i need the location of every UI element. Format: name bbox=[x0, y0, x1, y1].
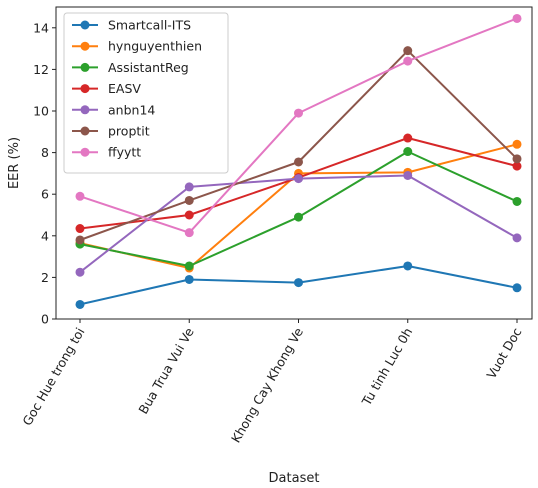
data-point bbox=[294, 157, 303, 167]
data-point bbox=[512, 196, 522, 206]
y-tick-label: 6 bbox=[41, 187, 49, 202]
x-tick-label: Khong Cay Khong Ve bbox=[228, 325, 306, 446]
y-tick-label: 0 bbox=[41, 312, 49, 327]
data-point bbox=[184, 195, 194, 205]
legend-marker bbox=[80, 41, 90, 51]
legend-entry: hynguyenthien bbox=[108, 39, 202, 54]
data-point bbox=[294, 108, 303, 118]
x-tick-label: Goc Hue trong toi bbox=[19, 325, 87, 428]
data-point bbox=[512, 13, 522, 23]
data-point bbox=[294, 278, 303, 288]
data-point bbox=[75, 191, 85, 201]
y-tick-label: 2 bbox=[41, 270, 49, 285]
data-point bbox=[184, 274, 194, 284]
data-point bbox=[184, 182, 194, 192]
data-point bbox=[75, 235, 85, 245]
legend-entry: Smartcall-ITS bbox=[108, 18, 191, 33]
data-point bbox=[512, 139, 522, 149]
legend-entry: EASV bbox=[108, 81, 141, 96]
legend-entry: ffyytt bbox=[108, 145, 141, 160]
data-point bbox=[403, 147, 413, 157]
data-point bbox=[512, 161, 522, 171]
data-point bbox=[184, 261, 194, 271]
legend-entry: AssistantReg bbox=[108, 60, 189, 75]
data-point bbox=[403, 133, 413, 143]
series-layer bbox=[75, 13, 522, 309]
data-point bbox=[75, 267, 85, 277]
data-point bbox=[75, 224, 85, 234]
legend: Smartcall-ITS hynguyenthien AssistantReg EA… bbox=[63, 12, 229, 174]
data-point bbox=[403, 170, 413, 180]
x-tick-label: Tu tinh Luc 0h bbox=[358, 325, 415, 409]
data-point bbox=[294, 174, 303, 184]
y-axis-label: EER (%) bbox=[7, 137, 22, 189]
data-point bbox=[512, 233, 522, 243]
x-tick-label: Bua Trua Vui Ve bbox=[135, 325, 197, 417]
legend-marker bbox=[80, 126, 90, 136]
x-tick-label: Vuot Doc bbox=[483, 325, 524, 381]
data-point bbox=[403, 261, 413, 271]
y-tick-label: 14 bbox=[33, 20, 49, 35]
data-point bbox=[512, 283, 522, 293]
legend-entry: anbn14 bbox=[108, 102, 155, 117]
y-tick-label: 10 bbox=[33, 104, 49, 119]
data-point bbox=[75, 299, 85, 309]
x-axis-label: Dataset bbox=[269, 471, 320, 486]
legend-marker bbox=[80, 147, 90, 157]
legend-marker bbox=[80, 62, 90, 72]
data-point bbox=[184, 228, 194, 238]
y-tick-label: 4 bbox=[41, 228, 49, 243]
y-tick-label: 12 bbox=[33, 62, 49, 77]
legend-marker bbox=[80, 20, 90, 30]
data-point bbox=[403, 46, 413, 56]
plot-frame bbox=[55, 6, 533, 320]
legend-box bbox=[63, 12, 229, 174]
data-point bbox=[184, 210, 194, 220]
data-point bbox=[294, 212, 303, 222]
data-point bbox=[512, 154, 522, 164]
legend-marker bbox=[80, 84, 90, 94]
legend-marker bbox=[80, 105, 90, 115]
data-point bbox=[403, 56, 413, 66]
y-tick-label: 8 bbox=[41, 145, 49, 160]
legend-entry: proptit bbox=[108, 124, 150, 139]
